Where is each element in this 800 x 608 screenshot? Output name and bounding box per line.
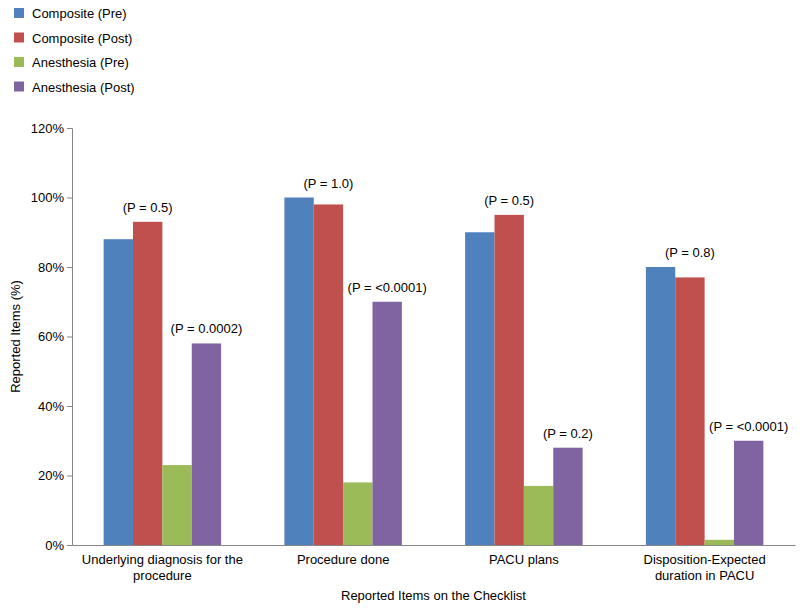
- x-tick-label: Disposition-Expectedduration in PACU: [644, 552, 766, 583]
- legend-item: Composite (Pre): [14, 6, 127, 21]
- x-tick-label: PACU plans: [489, 552, 559, 567]
- annotation: (P = <0.0001): [348, 280, 427, 295]
- chart: 0% 20% 40% 60% 80% 100% 120% Underlying diagnos…: [0, 0, 800, 608]
- x-tick: PACU plans: [489, 552, 559, 567]
- bar: [104, 239, 133, 545]
- bar: [192, 343, 221, 545]
- y-tick-label: 0%: [45, 538, 64, 553]
- legend-label: Composite (Pre): [32, 6, 127, 21]
- y-tick: 20%: [38, 468, 72, 483]
- bar: [162, 465, 191, 545]
- y-tick-label: 60%: [38, 329, 64, 344]
- annotation: (P = 1.0): [303, 176, 353, 191]
- legend-label: Composite (Post): [32, 31, 132, 46]
- x-axis-title: Reported Items on the Checklist: [341, 588, 526, 603]
- bar: [553, 448, 582, 545]
- annotation: (P = 0.5): [123, 200, 173, 215]
- y-tick-label: 20%: [38, 468, 64, 483]
- legend-item: Composite (Post): [14, 31, 132, 46]
- y-tick-mark: [67, 267, 72, 268]
- y-tick-mark: [67, 128, 72, 129]
- legend-swatch: [14, 57, 24, 67]
- y-tick-mark: [67, 198, 72, 199]
- y-tick: 60%: [38, 329, 72, 344]
- y-tick-label: 100%: [31, 190, 65, 205]
- y-tick: 120%: [31, 121, 72, 136]
- y-tick-mark: [67, 406, 72, 407]
- bar: [343, 482, 372, 545]
- x-tick: Underlying diagnosis for theprocedure: [82, 552, 243, 583]
- legend-item: Anesthesia (Post): [14, 80, 135, 95]
- y-axis-line: [67, 129, 73, 546]
- bar: [675, 277, 704, 545]
- bar: [372, 302, 401, 545]
- x-axis: Underlying diagnosis for theprocedure Pro…: [73, 546, 796, 583]
- annotation: (P = <0.0001): [709, 419, 788, 434]
- bar: [705, 540, 734, 545]
- legend-swatch: [14, 33, 24, 43]
- bar: [314, 204, 343, 545]
- legend-swatch: [14, 82, 24, 92]
- y-tick: 80%: [38, 260, 72, 275]
- annotation: (P = 0.5): [484, 193, 534, 208]
- annotation: (P = 0.2): [543, 426, 593, 441]
- bar: [465, 232, 494, 545]
- bar: [524, 486, 553, 545]
- bars: [104, 198, 764, 546]
- annotation: (P = 0.0002): [171, 321, 243, 336]
- y-axis: 0% 20% 40% 60% 80% 100% 120%: [31, 121, 73, 553]
- y-tick-mark: [67, 337, 72, 338]
- bar: [133, 222, 162, 545]
- bar-series: [162, 465, 734, 545]
- legend-label: Anesthesia (Pre): [32, 55, 129, 70]
- y-tick-label: 40%: [38, 399, 64, 414]
- legend: Composite (Pre) Composite (Post) Anesthesi…: [14, 6, 135, 95]
- x-tick: Disposition-Expectedduration in PACU: [644, 552, 766, 583]
- annotations: (P = 0.5) (P = 0.0002) (P = 1.0) (P = <0.00…: [123, 176, 789, 441]
- annotation: (P = 0.8): [665, 245, 715, 260]
- x-tick-label: Underlying diagnosis for theprocedure: [82, 552, 243, 583]
- y-tick-mark: [67, 476, 72, 477]
- bar: [284, 198, 313, 546]
- legend-label: Anesthesia (Post): [32, 80, 135, 95]
- y-tick-label: 120%: [31, 121, 65, 136]
- y-axis-title: Reported Items (%): [8, 280, 23, 393]
- y-tick-label: 80%: [38, 260, 64, 275]
- bar-series: [104, 198, 676, 546]
- x-tick: Procedure done: [297, 552, 390, 567]
- y-tick: 40%: [38, 399, 72, 414]
- y-tick: 100%: [31, 190, 72, 205]
- bar-series: [133, 204, 705, 545]
- bar-series: [192, 302, 764, 545]
- x-axis-line: [73, 545, 796, 546]
- x-tick-label: Procedure done: [297, 552, 390, 567]
- bar: [495, 215, 524, 545]
- legend-item: Anesthesia (Pre): [14, 55, 129, 70]
- legend-swatch: [14, 8, 24, 18]
- bar: [646, 267, 675, 545]
- y-tick-mark: [67, 545, 72, 546]
- y-tick: 0%: [45, 538, 72, 553]
- bar: [734, 441, 763, 545]
